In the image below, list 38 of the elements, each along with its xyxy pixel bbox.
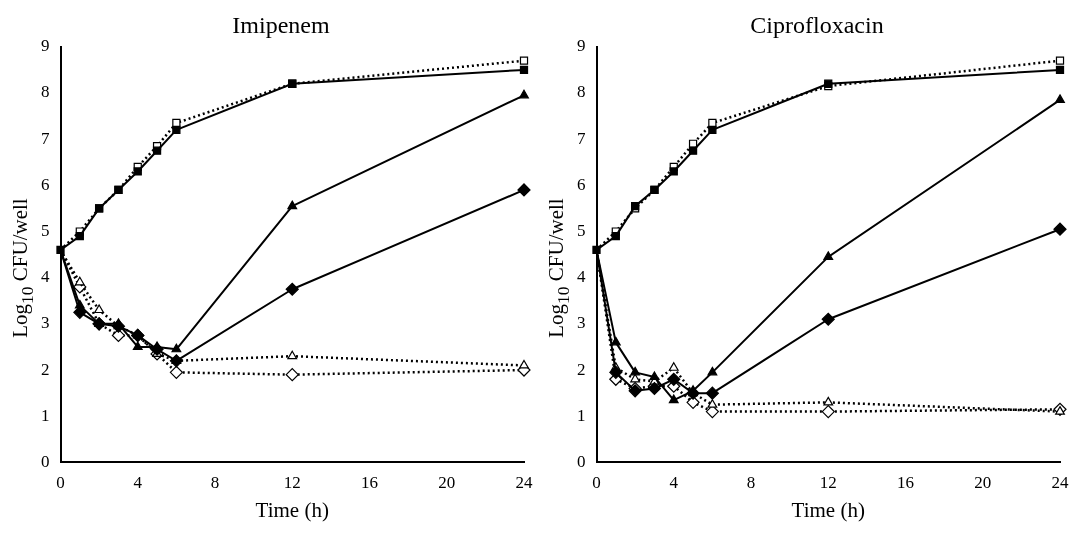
x-tick-label: 4: [133, 473, 143, 493]
x-tick-label: 24: [1051, 473, 1069, 493]
y-tick-label: 7: [577, 128, 586, 148]
x-tick-label: 0: [592, 473, 601, 493]
y-tick-label: 1: [577, 405, 586, 425]
y-tick-label: 1: [41, 405, 50, 425]
x-axis-title: Time (h): [791, 497, 865, 522]
x-tick-label: 0: [56, 473, 65, 493]
x-tick-label: 8: [210, 473, 220, 493]
x-tick-label: 4: [669, 473, 679, 493]
y-tick-label: 2: [41, 359, 50, 379]
x-tick-label: 20: [438, 473, 456, 493]
chart-title: Imipenem: [232, 11, 330, 38]
y-tick-label: 2: [577, 359, 586, 379]
x-tick-label: 24: [515, 473, 533, 493]
x-tick-label: 20: [974, 473, 992, 493]
y-tick-label: 0: [577, 451, 586, 471]
y-tick-label: 0: [41, 451, 50, 471]
y-tick-label: 8: [41, 82, 50, 102]
y-tick-label: 3: [577, 313, 586, 333]
y-tick-label: 6: [577, 174, 586, 194]
y-tick-label: 9: [41, 36, 50, 56]
y-tick-label: 9: [577, 36, 586, 56]
x-tick-label: 12: [283, 473, 301, 493]
y-tick-label: 4: [41, 267, 50, 287]
y-tick-label: 5: [577, 220, 586, 240]
y-tick-label: 7: [41, 128, 50, 148]
x-tick-label: 8: [746, 473, 756, 493]
x-tick-label: 16: [897, 473, 914, 493]
y-tick-label: 6: [41, 174, 50, 194]
y-tick-label: 3: [41, 313, 50, 333]
x-tick-label: 12: [819, 473, 837, 493]
y-tick-label: 8: [577, 82, 586, 102]
x-tick-label: 16: [361, 473, 378, 493]
chart-title: Ciprofloxacin: [750, 11, 884, 38]
x-axis-title: Time (h): [255, 497, 329, 522]
y-tick-label: 4: [577, 267, 586, 287]
y-tick-label: 5: [41, 220, 50, 240]
